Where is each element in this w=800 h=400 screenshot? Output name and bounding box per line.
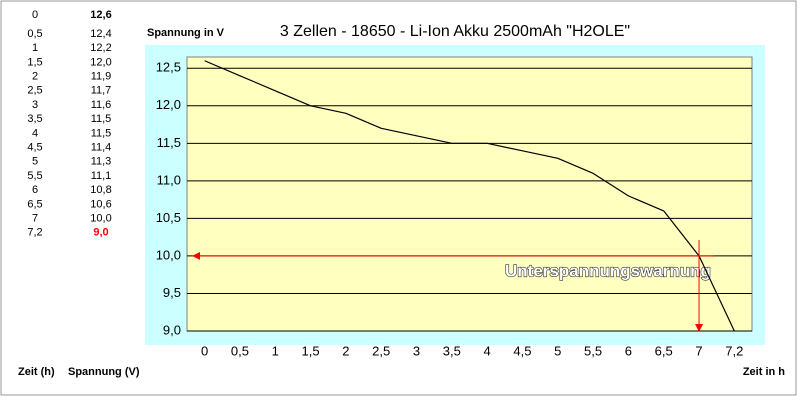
- table-time: 1,5: [27, 56, 42, 68]
- chart-title: 3 Zellen - 18650 - Li-Ion Akku 2500mAh "…: [280, 23, 630, 40]
- y-tick-label: 10,5: [156, 210, 181, 225]
- table-time: 0,5: [27, 28, 42, 40]
- y-tick-label: 12,5: [156, 60, 181, 75]
- y-tick-label: 9,0: [163, 322, 181, 337]
- table-time: 4,5: [27, 142, 42, 154]
- y-axis-label: Spannung in V: [147, 27, 225, 39]
- y-tick-label: 12,0: [156, 97, 181, 112]
- table-time: 0: [32, 9, 38, 21]
- x-tick-label: 4: [484, 343, 491, 358]
- table-header: Spannung (V): [68, 366, 140, 378]
- table-time: 4: [32, 127, 38, 139]
- table-time: 3: [32, 99, 38, 111]
- annotation: Unterspannungswarnung: [505, 261, 711, 280]
- table-time: 2: [32, 71, 38, 83]
- table-voltage: 11,6: [91, 99, 112, 111]
- table-time: 6,5: [27, 198, 42, 210]
- plot-area: [186, 56, 753, 332]
- x-tick-label: 2,5: [372, 343, 390, 358]
- x-axis-label: Zeit in h: [743, 366, 785, 378]
- x-tick-label: 7: [695, 343, 702, 358]
- table-time: 5: [32, 156, 38, 168]
- x-tick-label: 1,5: [302, 343, 320, 358]
- table-time: 7,2: [27, 227, 42, 239]
- table-voltage: 12,2: [90, 42, 111, 54]
- y-tick-label: 11,0: [157, 172, 181, 187]
- table-time: 5,5: [27, 170, 42, 182]
- x-tick-label: 5,5: [584, 343, 602, 358]
- table-voltage: 10,6: [90, 198, 111, 210]
- y-tick-label: 11,5: [157, 135, 181, 150]
- x-tick-label: 6: [625, 343, 632, 358]
- table-voltage: 12,6: [90, 9, 111, 21]
- table-voltage: 11,7: [91, 85, 112, 97]
- table-time: 7: [32, 213, 38, 225]
- table-voltage: 11,1: [91, 170, 112, 182]
- table-voltage: 11,9: [91, 71, 112, 83]
- table-voltage: 12,0: [90, 56, 111, 68]
- x-tick-label: 0: [201, 343, 208, 358]
- x-tick-label: 2: [342, 343, 349, 358]
- table-voltage: 11,5: [91, 127, 112, 139]
- x-tick-label: 6,5: [655, 343, 673, 358]
- table-header: Zeit (h): [18, 366, 55, 378]
- y-tick-label: 9,5: [163, 285, 181, 300]
- table-voltage: 11,3: [91, 156, 112, 168]
- voltage-line: [204, 60, 735, 332]
- table-time: 6: [32, 184, 38, 196]
- table-time: 3,5: [27, 113, 42, 125]
- table-time: 2,5: [27, 85, 42, 97]
- table-voltage: 10,8: [90, 184, 111, 196]
- table-voltage: 11,4: [91, 142, 112, 154]
- table-voltage: 11,5: [91, 113, 112, 125]
- table-voltage: 9,0: [93, 227, 108, 239]
- table-voltage: 12,4: [90, 28, 111, 40]
- x-tick-label: 5: [554, 343, 561, 358]
- y-tick-label: 10,0: [156, 247, 181, 262]
- x-tick-label: 0,5: [231, 343, 249, 358]
- table-time: 1: [32, 42, 38, 54]
- x-tick-label: 1: [272, 343, 279, 358]
- x-tick-label: 4,5: [513, 343, 531, 358]
- x-tick-label: 3,5: [443, 343, 461, 358]
- x-tick-label: 7,2: [725, 343, 743, 358]
- table-voltage: 10,0: [90, 213, 111, 225]
- x-tick-label: 3: [413, 343, 420, 358]
